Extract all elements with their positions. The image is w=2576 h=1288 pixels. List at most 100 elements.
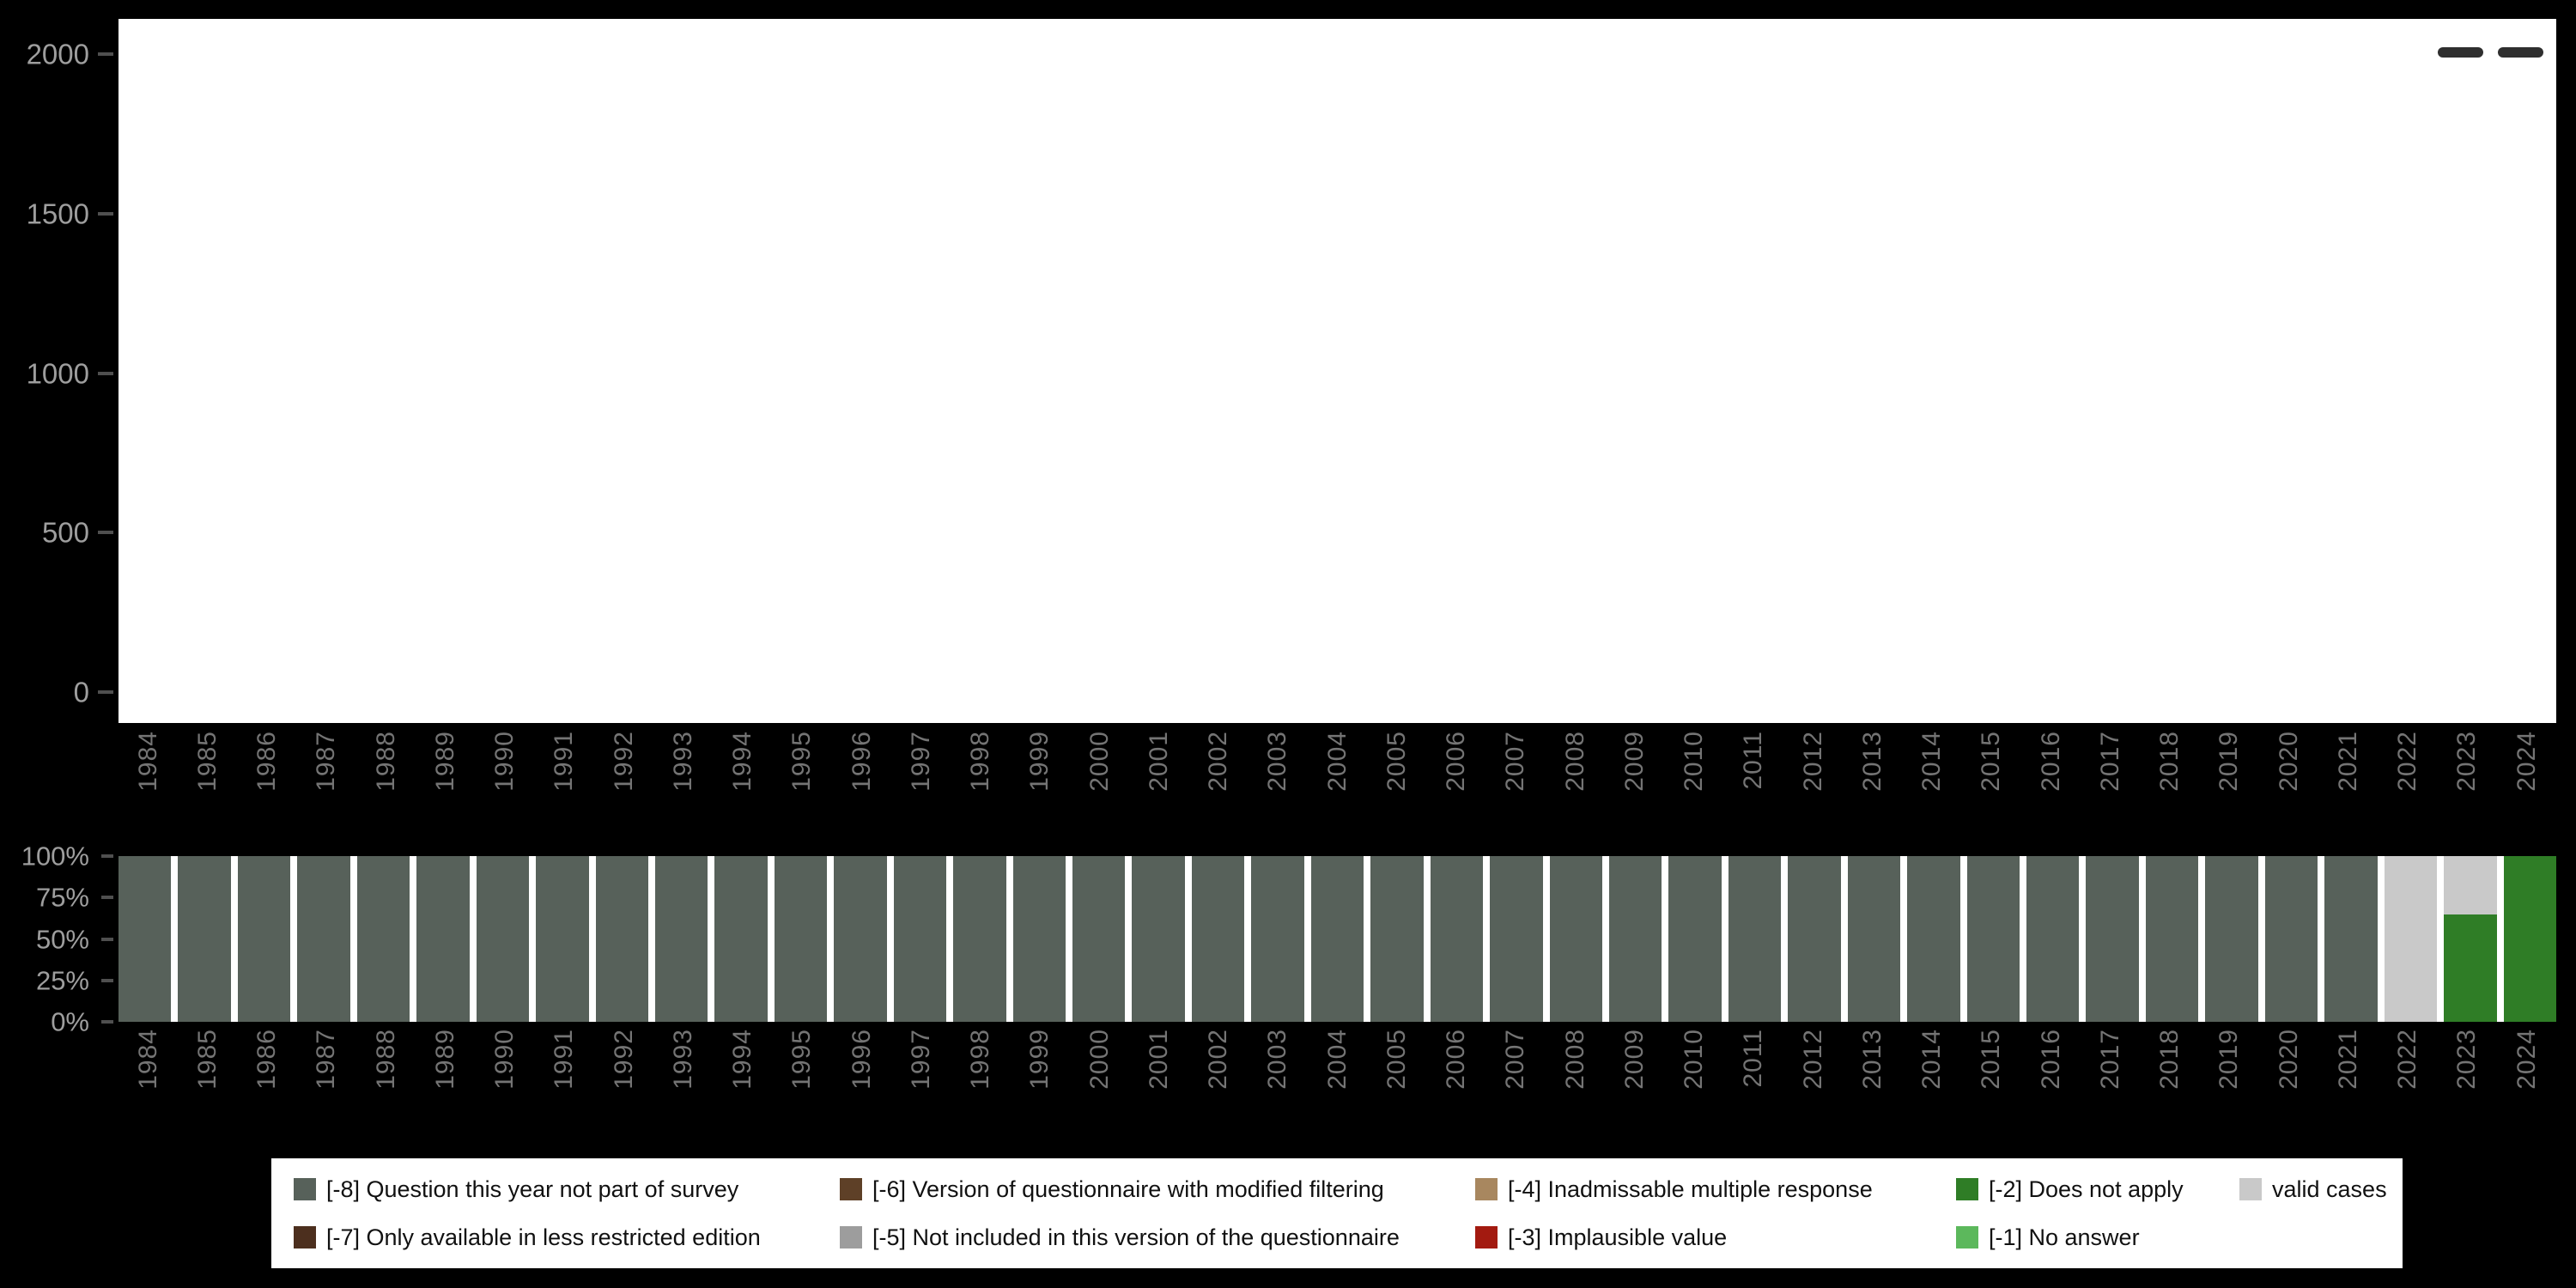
count-axis-tick-mark — [98, 52, 113, 56]
stacked-bar-2012 — [1788, 856, 1841, 1022]
count-axis-tick-label: 0 — [73, 676, 89, 708]
year-tick: 1999 — [1011, 1029, 1070, 1137]
stacked-bar-1989 — [416, 856, 470, 1022]
stacked-bar-1984 — [118, 856, 172, 1022]
bar-segment-m8 — [834, 856, 887, 1022]
year-tick: 1998 — [951, 731, 1011, 839]
year-tick: 2000 — [1070, 731, 1129, 839]
bar-segment-m8 — [1549, 856, 1602, 1022]
year-tick: 2004 — [1308, 731, 1367, 839]
stacked-bar-2014 — [1907, 856, 1960, 1022]
stacked-bar-1990 — [476, 856, 530, 1022]
year-tick: 2020 — [2259, 731, 2318, 839]
stacked-bar-2020 — [2264, 856, 2318, 1022]
year-tick-label: 2001 — [1144, 1029, 1173, 1090]
year-tick: 2001 — [1129, 731, 1188, 839]
legend-item-m6: [-6] Version of questionnaire with modif… — [840, 1176, 1475, 1203]
stacked-bar-1985 — [178, 856, 231, 1022]
stacked-bar-2000 — [1072, 856, 1126, 1022]
year-tick: 2012 — [1783, 731, 1843, 839]
chart-menu-dash-icon[interactable] — [2438, 47, 2483, 58]
year-tick: 1988 — [356, 1029, 416, 1137]
stacked-bar-2017 — [2086, 856, 2139, 1022]
year-tick: 2005 — [1367, 1029, 1426, 1137]
legend-label: [-7] Only available in less restricted e… — [326, 1224, 761, 1250]
year-tick: 1995 — [773, 731, 832, 839]
year-tick-label: 2021 — [2333, 731, 2362, 792]
legend-swatch — [1475, 1178, 1498, 1200]
legend-label: [-6] Version of questionnaire with modif… — [872, 1176, 1384, 1202]
year-tick: 2000 — [1070, 1029, 1129, 1137]
year-tick-label: 1998 — [966, 731, 995, 792]
year-tick: 1986 — [238, 1029, 297, 1137]
year-tick: 2024 — [2497, 731, 2556, 839]
year-tick: 2003 — [1249, 731, 1308, 839]
year-tick: 2013 — [1843, 731, 1902, 839]
year-tick: 2015 — [1962, 731, 2021, 839]
legend-label: [-5] Not included in this version of the… — [872, 1224, 1400, 1250]
year-tick: 2013 — [1843, 1029, 1902, 1137]
stacked-bar-1996 — [834, 856, 887, 1022]
year-tick: 2016 — [2021, 731, 2081, 839]
year-tick-label: 2006 — [1442, 1029, 1471, 1090]
stacked-bar-2013 — [1847, 856, 1901, 1022]
bar-segment-m8 — [1728, 856, 1782, 1022]
chart-menu-dash-icon[interactable] — [2498, 47, 2543, 58]
year-tick-label: 2014 — [1917, 1029, 1947, 1090]
bar-segment-m8 — [1907, 856, 1960, 1022]
year-tick: 2020 — [2259, 1029, 2318, 1137]
year-tick-label: 2019 — [2215, 1029, 2244, 1090]
legend-label: [-2] Does not apply — [1989, 1176, 2184, 1202]
year-tick: 2017 — [2081, 1029, 2140, 1137]
percent-axis-tick-label: 100% — [21, 841, 89, 872]
year-tick-label: 2015 — [1977, 1029, 2006, 1090]
year-tick-label: 2002 — [1204, 731, 1233, 792]
bar-segment-m8 — [2145, 856, 2199, 1022]
count-axis-tick-mark — [98, 212, 113, 216]
year-tick-label: 1997 — [906, 1029, 935, 1090]
bar-segment-m8 — [1847, 856, 1901, 1022]
year-tick-label: 2015 — [1977, 731, 2006, 792]
year-tick: 1984 — [118, 731, 178, 839]
bar-segment-m8 — [2205, 856, 2258, 1022]
count-chart-x-axis: 1984 1985 1986 1987 1988 1989 1990 1991 1992 1993… — [118, 731, 2556, 839]
year-tick: 2011 — [1724, 731, 1783, 839]
year-tick-label: 2020 — [2274, 731, 2303, 792]
year-tick: 1989 — [416, 1029, 475, 1137]
stacked-bar-1997 — [893, 856, 947, 1022]
year-tick: 2014 — [1903, 1029, 1962, 1137]
stacked-bar-2002 — [1191, 856, 1245, 1022]
year-tick-label: 2006 — [1442, 731, 1471, 792]
year-tick: 1995 — [773, 1029, 832, 1137]
percent-chart-plot — [118, 856, 2556, 1022]
year-tick-label: 1993 — [668, 1029, 697, 1090]
bar-segment-m8 — [2324, 856, 2378, 1022]
year-tick-label: 2005 — [1382, 731, 1411, 792]
year-tick: 1984 — [118, 1029, 178, 1137]
year-tick-label: 1999 — [1025, 1029, 1054, 1090]
year-tick: 2005 — [1367, 731, 1426, 839]
year-tick: 1990 — [476, 1029, 535, 1137]
year-tick: 1994 — [714, 731, 773, 839]
percent-axis-tick-mark — [101, 978, 113, 982]
year-tick-label: 1998 — [966, 1029, 995, 1090]
stacked-bar-2022 — [2384, 856, 2438, 1022]
legend-swatch — [294, 1226, 316, 1249]
year-tick: 1988 — [356, 731, 416, 839]
bar-segment-m8 — [1668, 856, 1722, 1022]
bar-segment-m8 — [476, 856, 530, 1022]
bar-segment-m8 — [774, 856, 828, 1022]
legend-swatch — [294, 1178, 316, 1200]
year-tick-label: 2020 — [2274, 1029, 2303, 1090]
year-tick-label: 2011 — [1739, 1029, 1768, 1088]
year-tick: 1993 — [653, 1029, 713, 1137]
stacked-bar-1994 — [714, 856, 768, 1022]
year-tick-label: 2005 — [1382, 1029, 1411, 1090]
year-tick: 1994 — [714, 1029, 773, 1137]
legend-item-m8: [-8] Question this year not part of surv… — [294, 1176, 840, 1203]
count-chart-plot — [118, 19, 2556, 723]
year-tick: 2008 — [1546, 1029, 1605, 1137]
legend-swatch — [840, 1226, 862, 1249]
count-axis-tick-mark — [98, 690, 113, 694]
